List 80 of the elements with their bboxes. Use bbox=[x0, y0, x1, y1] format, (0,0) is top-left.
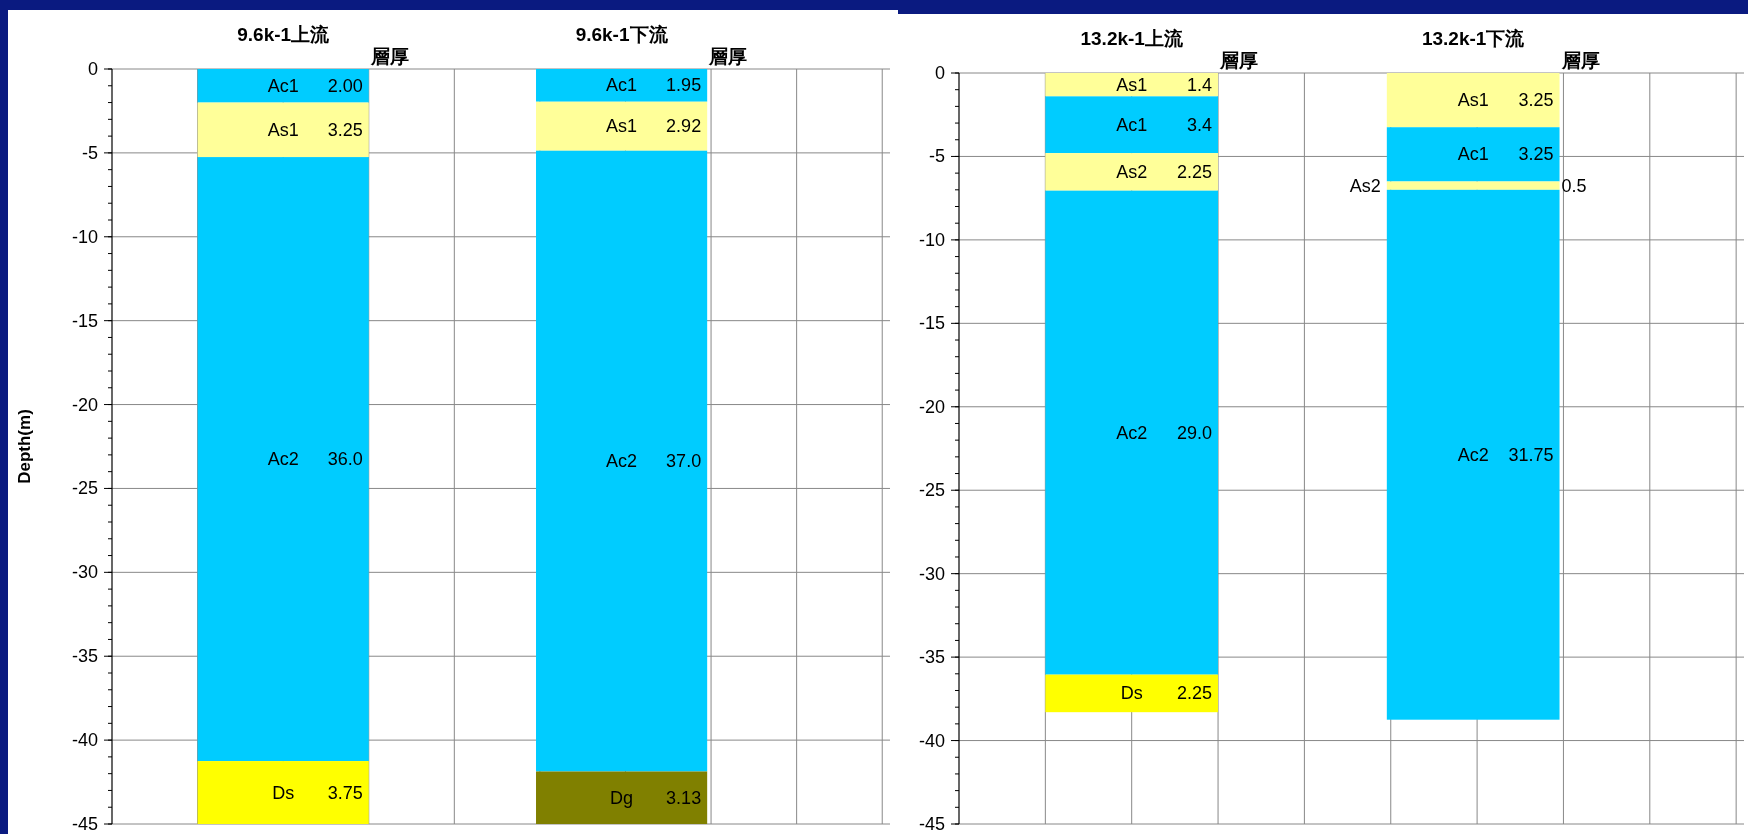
data-label: 2.25 bbox=[1177, 683, 1213, 704]
data-label: 1.95 bbox=[666, 75, 702, 96]
bar bbox=[536, 101, 708, 151]
data-label: 36.0 bbox=[327, 449, 363, 470]
data-label: 3.13 bbox=[666, 787, 702, 808]
bar bbox=[1045, 153, 1219, 191]
data-label: 3.25 bbox=[327, 119, 363, 140]
data-label: 3.25 bbox=[1518, 144, 1554, 165]
bar bbox=[1045, 190, 1219, 675]
bar bbox=[197, 761, 369, 824]
text: 層厚 bbox=[708, 46, 748, 67]
y-tick-label: -40 bbox=[71, 730, 98, 751]
y-tick-label: -25 bbox=[71, 478, 98, 499]
data-label: 3.4 bbox=[1187, 114, 1213, 135]
bar bbox=[1386, 127, 1560, 182]
data-label: 2.25 bbox=[1177, 161, 1213, 182]
y-tick-label: -45 bbox=[918, 814, 945, 834]
bar bbox=[1045, 73, 1219, 97]
series-label: As2 bbox=[1349, 175, 1381, 196]
y-tick-label: 0 bbox=[87, 59, 98, 79]
x-tick-label: 13.2k-1下流 bbox=[1421, 28, 1526, 49]
y-tick-label: -30 bbox=[918, 563, 945, 584]
y-tick-label: -5 bbox=[928, 146, 945, 167]
text: As2 bbox=[1116, 161, 1148, 182]
y-tick-label: -20 bbox=[71, 394, 98, 415]
y-tick-label: 0 bbox=[934, 63, 945, 83]
bar bbox=[1045, 96, 1219, 154]
data-label: 3.75 bbox=[327, 782, 363, 803]
text: Ac2 bbox=[267, 449, 299, 470]
text: As1 bbox=[267, 119, 299, 140]
y-tick-label: -45 bbox=[71, 814, 98, 834]
bar bbox=[1045, 674, 1219, 713]
text: 層厚 bbox=[1219, 50, 1259, 71]
series-label: Ac1 bbox=[1457, 144, 1489, 165]
bar bbox=[1386, 189, 1560, 720]
text: Ac1 bbox=[267, 75, 299, 96]
data-label: 31.75 bbox=[1508, 444, 1554, 465]
x-tick-label: 13.2k-1上流 bbox=[1080, 28, 1184, 49]
y-tick-label: -15 bbox=[918, 313, 945, 334]
y-tick-label: -35 bbox=[71, 646, 98, 667]
data-label: 1.4 bbox=[1187, 74, 1213, 95]
data-label: 3.25 bbox=[1518, 90, 1554, 111]
bar bbox=[536, 771, 708, 824]
text: 層厚 bbox=[1560, 50, 1600, 71]
y-tick-label: -5 bbox=[81, 142, 98, 163]
text: Ac2 bbox=[1457, 444, 1489, 465]
series-label: As1 bbox=[606, 116, 638, 137]
bar bbox=[197, 69, 369, 103]
bar bbox=[536, 150, 708, 772]
y-tick-label: -15 bbox=[71, 310, 98, 331]
data-label: 0.5 bbox=[1561, 175, 1587, 196]
y-axis-title: Depth(m) bbox=[15, 409, 34, 484]
data-label: 2.00 bbox=[327, 75, 363, 96]
y-tick-label: -10 bbox=[918, 229, 945, 250]
text: 層厚 bbox=[369, 46, 409, 67]
y-tick-label: -10 bbox=[71, 226, 98, 247]
bar bbox=[1386, 181, 1560, 190]
series-label: Ds bbox=[272, 782, 295, 803]
x-tick-label: 9.6k-1上流 bbox=[237, 24, 331, 45]
series-label: Ac2 bbox=[606, 451, 638, 472]
y-tick-label: -35 bbox=[918, 647, 945, 668]
series-label: Ac1 bbox=[606, 75, 638, 96]
x-tick-label: 9.6k-1下流 bbox=[575, 24, 669, 45]
y-tick-label: -30 bbox=[71, 562, 98, 583]
series-label: Ac2 bbox=[1116, 422, 1148, 443]
bar bbox=[197, 157, 369, 762]
data-label: 2.92 bbox=[666, 116, 702, 137]
data-label: 29.0 bbox=[1177, 422, 1213, 443]
data-label: 37.0 bbox=[666, 451, 702, 472]
text: As1 bbox=[1457, 90, 1489, 111]
series-label: Dg bbox=[610, 787, 634, 808]
text: Ac1 bbox=[1116, 114, 1148, 135]
bar bbox=[197, 102, 369, 158]
bar bbox=[1386, 73, 1560, 128]
y-tick-label: -40 bbox=[918, 730, 945, 751]
series-label: As1 bbox=[1116, 74, 1148, 95]
y-tick-label: -25 bbox=[918, 480, 945, 501]
bar bbox=[536, 69, 708, 102]
y-tick-label: -20 bbox=[918, 396, 945, 417]
series-label: Ds bbox=[1120, 683, 1143, 704]
